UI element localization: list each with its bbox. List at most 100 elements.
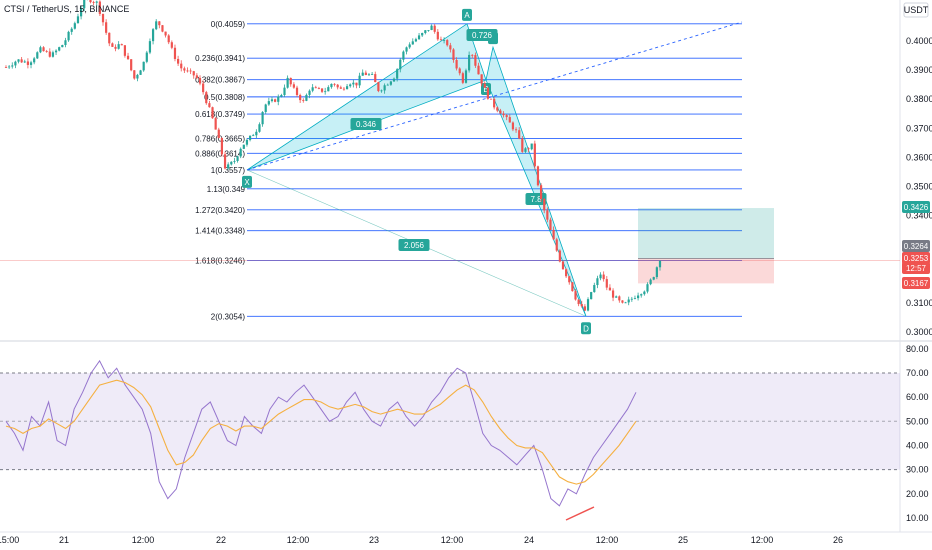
trendline-dashed[interactable]: [246, 21, 743, 171]
candle-body: [236, 156, 239, 161]
candle-body: [173, 47, 177, 59]
candle-body: [311, 87, 314, 91]
candle-body: [449, 45, 452, 50]
candle-body: [643, 291, 646, 295]
candle-body: [264, 104, 267, 112]
currency-button[interactable]: [903, 2, 929, 18]
fib-level-label: 0.618(0.3749): [195, 110, 245, 119]
candle-body: [474, 55, 477, 66]
long-position-tool[interactable]: [0, 208, 900, 284]
fib-level-label: 0.236(0.3941): [195, 54, 245, 63]
pattern-ratio-tag[interactable]: [398, 239, 430, 251]
pattern-ratio-tag[interactable]: [466, 29, 498, 41]
position-profit-zone[interactable]: [638, 208, 774, 259]
candle-body: [295, 87, 299, 96]
candle-body: [505, 115, 508, 118]
rsi-axis-tick-label: 60.00: [906, 392, 929, 402]
candle-body: [58, 47, 61, 51]
candle-body: [527, 148, 530, 150]
candle-body: [568, 276, 571, 283]
candle-body: [230, 161, 233, 165]
candle-body: [383, 85, 386, 91]
pattern-ratio-tag[interactable]: [350, 118, 382, 130]
candle-body: [486, 87, 489, 99]
candle-body: [292, 84, 295, 88]
candle-body: [217, 129, 220, 139]
candle-body: [633, 298, 637, 299]
candle-body: [280, 95, 283, 97]
candle-body: [640, 294, 643, 296]
candle-body: [214, 118, 217, 130]
candle-body: [123, 45, 127, 56]
pattern-point-tag[interactable]: [462, 8, 472, 21]
candle-body: [583, 306, 586, 311]
candle-body: [367, 74, 371, 76]
price-axis-tick-label: 0.3100: [906, 298, 932, 308]
candle-body: [248, 135, 252, 140]
candle-body: [42, 47, 45, 52]
candle-body: [389, 81, 392, 85]
time-axis-tick-label: 26: [833, 535, 843, 545]
candle-body: [286, 77, 289, 88]
candle-body: [80, 8, 83, 17]
rsi-pane[interactable]: [0, 342, 900, 532]
candle-body: [61, 45, 64, 48]
candle-body: [345, 86, 349, 90]
candle-body: [205, 92, 208, 104]
candle-body: [11, 65, 14, 67]
fib-level-label: 0.886(0.3614): [195, 149, 245, 158]
candle-body: [148, 41, 152, 53]
price-axis-tick-label: 0.3000: [906, 327, 932, 337]
candle-body: [552, 229, 555, 240]
candle-body: [324, 91, 327, 93]
fib-level-label: 0.5(0.3808): [204, 93, 245, 102]
candle-body: [227, 164, 230, 169]
price-tag: [902, 240, 930, 252]
price-axis[interactable]: 0.4000 0.3900 0.3800 0.3700 0.3600 0.3500 0.34…: [906, 36, 932, 337]
candle-body: [114, 46, 117, 49]
candle-body: [186, 70, 189, 72]
candle-body: [14, 61, 17, 66]
pattern-point-tag[interactable]: [581, 322, 591, 335]
candle-body: [45, 51, 48, 52]
price-tag-label: 0.3264: [904, 242, 929, 251]
candle-body: [543, 199, 546, 211]
candle-body: [101, 13, 105, 23]
candle-body: [317, 88, 321, 89]
candle-body: [111, 43, 114, 47]
time-axis-tick-label: 12:00: [751, 535, 774, 545]
position-loss-zone[interactable]: [638, 258, 774, 284]
candle-body: [477, 65, 480, 75]
rsi-axis-tick-label: 40.00: [906, 440, 929, 450]
pattern-point-label: A: [464, 11, 470, 20]
candle-body: [524, 148, 527, 152]
candle-body: [518, 130, 521, 139]
candle-body: [67, 31, 70, 41]
pattern-point-tag[interactable]: [242, 175, 252, 188]
candle-body: [605, 279, 608, 288]
candle-body: [596, 278, 599, 286]
candle-body: [539, 185, 543, 200]
time-axis-tick-label: 15:00: [0, 535, 19, 545]
candle-body: [267, 101, 270, 105]
candle-body: [327, 87, 330, 92]
candle-body: [305, 94, 308, 101]
fib-level-label: 2(0.3054): [211, 312, 246, 321]
candle-body: [561, 261, 565, 270]
candle-body: [493, 98, 496, 108]
symbol-title[interactable]: CTSI / TetherUS, 15, BINANCE: [4, 4, 129, 14]
candle-body: [220, 138, 224, 155]
candle-body: [76, 16, 80, 24]
candle-body: [242, 144, 245, 149]
candle-body: [371, 74, 374, 75]
candle-body: [602, 274, 605, 280]
candle-body: [430, 25, 433, 31]
candle-body: [4, 67, 8, 68]
candle-body: [355, 82, 358, 86]
rsi-axis[interactable]: 80.00 70.00 60.00 50.00 40.00 30.00 20.00 10.00: [906, 344, 929, 523]
candle-body: [189, 70, 192, 72]
candle-body: [652, 277, 655, 280]
time-axis[interactable]: 15:00 21 12:00 22 12:00 23 12:00 24 12:00 25 12:00…: [0, 535, 843, 545]
